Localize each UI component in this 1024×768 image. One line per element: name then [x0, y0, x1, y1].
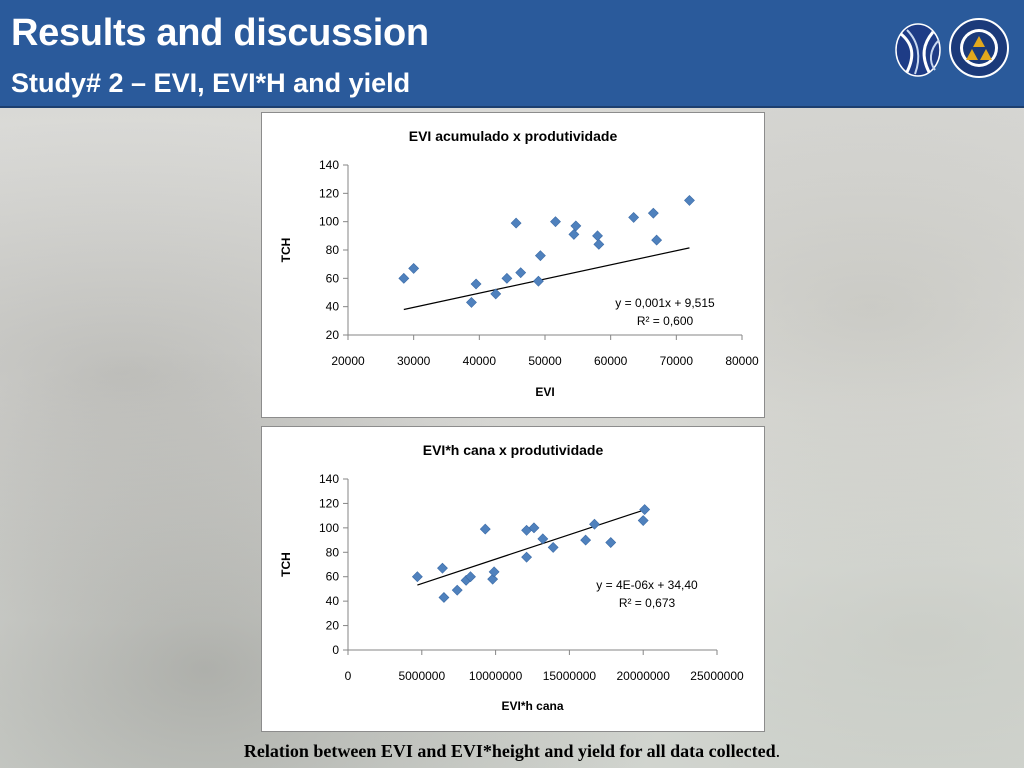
y-tick-label: 40 [326, 594, 340, 608]
data-point [470, 278, 482, 290]
y-tick-label: 80 [326, 545, 340, 559]
y-tick-label: 120 [319, 496, 339, 510]
x-tick-label: 10000000 [469, 669, 523, 683]
data-point [501, 272, 513, 284]
r-squared-label: R² = 0,673 [619, 596, 676, 610]
data-point [487, 573, 499, 585]
trendline [417, 509, 645, 586]
y-tick-label: 20 [326, 619, 340, 633]
y-axis-label: TCH [279, 238, 293, 263]
data-point [637, 515, 649, 526]
data-point [398, 272, 410, 284]
x-tick-label: 5000000 [398, 669, 445, 683]
data-point [438, 592, 450, 603]
evih-chart-svg: EVI*h cana x produtividade 0 20 40 60 80 100 12… [279, 442, 744, 713]
x-tick-label: 0 [345, 669, 352, 683]
data-point [515, 267, 527, 279]
data-point [547, 541, 559, 553]
y-tick-label: 100 [319, 521, 339, 535]
data-point [570, 220, 582, 232]
x-axis-label: EVI [535, 385, 554, 399]
x-tick-label: 30000 [397, 354, 431, 368]
trendline-equation: y = 0,001x + 9,515 [615, 296, 715, 310]
seal-logo-icon [949, 18, 1009, 78]
data-point [466, 296, 477, 308]
y-axis-label: TCH [279, 552, 293, 577]
evi-scatter-chart: EVI acumulado x produtividade 20 40 60 80 100… [261, 112, 765, 418]
x-tick-label: 80000 [725, 354, 759, 368]
y-tick-label: 120 [319, 186, 339, 200]
chart-title: EVI acumulado x produtividade [409, 128, 618, 144]
data-point [411, 571, 423, 583]
data-point [593, 238, 605, 250]
data-point [537, 533, 549, 545]
y-tick-label: 60 [326, 271, 340, 285]
slide-title: Results and discussion [11, 12, 429, 54]
data-point [605, 537, 617, 548]
y-tick-label: 80 [326, 243, 340, 257]
data-point [628, 211, 640, 223]
data-point [589, 518, 600, 530]
data-point [510, 217, 522, 229]
x-tick-label: 70000 [660, 354, 694, 368]
evih-scatter-chart: EVI*h cana x produtividade 0 20 40 60 80 100 12… [261, 426, 765, 732]
caption-text: Relation between EVI and EVI*height and … [243, 741, 776, 761]
data-point [639, 504, 651, 515]
data-point [651, 234, 663, 246]
r-squared-label: R² = 0,600 [637, 314, 694, 328]
y-tick-label: 40 [326, 300, 340, 314]
trendline-equation: y = 4E-06x + 34,40 [596, 578, 698, 592]
y-tick-label: 60 [326, 570, 340, 584]
y-tick-label: 0 [332, 643, 339, 657]
data-point [451, 584, 463, 596]
y-tick-label: 100 [319, 215, 339, 229]
institution-logo-icon [895, 23, 941, 77]
data-point [534, 250, 546, 262]
data-point [490, 288, 502, 300]
data-point [684, 194, 695, 206]
figure-caption: Relation between EVI and EVI*height and … [0, 741, 1024, 762]
data-point [592, 230, 603, 242]
trendline [403, 247, 690, 311]
x-tick-label: 25000000 [690, 669, 744, 683]
y-tick-label: 20 [326, 328, 340, 342]
x-tick-label: 60000 [594, 354, 628, 368]
data-point [647, 207, 659, 219]
slide-subtitle: Study# 2 – EVI, EVI*H and yield [11, 68, 411, 98]
data-point [550, 216, 561, 228]
x-tick-label: 20000000 [617, 669, 671, 683]
slide-header: Results and discussion Study# 2 – EVI, E… [0, 0, 1024, 108]
y-tick-label: 140 [319, 472, 339, 486]
data-point [479, 523, 491, 535]
data-point [437, 562, 448, 574]
x-tick-label: 20000 [331, 354, 365, 368]
x-tick-label: 40000 [463, 354, 497, 368]
chart-title: EVI*h cana x produtividade [423, 442, 604, 458]
caption-period: . [775, 741, 781, 761]
data-point [528, 522, 540, 534]
data-point [533, 275, 544, 287]
x-axis-label: EVI*h cana [501, 699, 563, 713]
evi-chart-svg: EVI acumulado x produtividade 20 40 60 80 100… [279, 128, 759, 399]
data-point [408, 262, 420, 274]
data-point [521, 551, 533, 563]
data-point [580, 534, 592, 546]
data-point [465, 571, 476, 583]
data-point [488, 566, 500, 578]
y-tick-label: 140 [319, 158, 339, 172]
x-tick-label: 50000 [528, 354, 562, 368]
x-tick-label: 15000000 [543, 669, 597, 683]
data-point [568, 228, 580, 240]
